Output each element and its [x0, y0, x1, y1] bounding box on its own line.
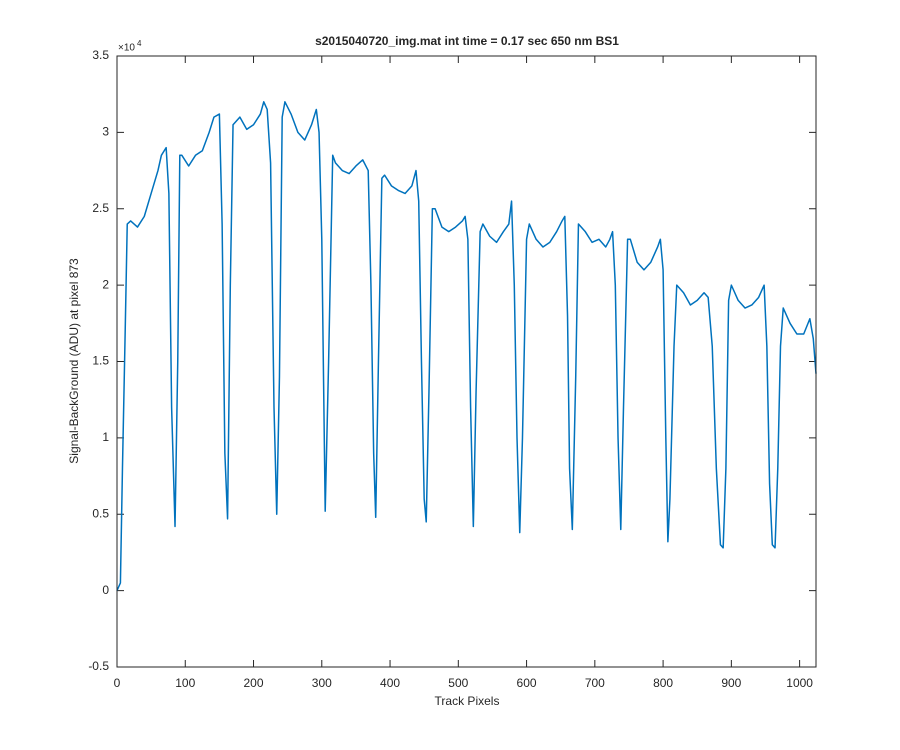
y-multiplier: ×10: [118, 43, 135, 54]
y-tick-label: 2: [102, 277, 109, 291]
y-tick-label: 1.5: [92, 354, 109, 368]
x-tick-label: 0: [114, 676, 121, 690]
x-tick-label: 200: [244, 676, 264, 690]
x-tick-label: 700: [585, 676, 605, 690]
y-tick-label: 2.5: [92, 201, 109, 215]
x-tick-label: 600: [517, 676, 537, 690]
x-tick-label: 500: [448, 676, 468, 690]
x-axis-label: Track Pixels: [435, 694, 500, 708]
data-line: [116, 101, 817, 591]
x-tick-label: 800: [653, 676, 673, 690]
y-tick-label: 3: [102, 125, 109, 139]
chart-title: s2015040720_img.mat int time = 0.17 sec …: [315, 34, 619, 48]
y-tick-label: 1: [102, 430, 109, 444]
plot-frame: [116, 55, 817, 668]
x-tick-label: 900: [721, 676, 741, 690]
x-tick-label: 300: [312, 676, 332, 690]
x-tick-label: 1000: [786, 676, 813, 690]
y-tick-label: 0.5: [92, 506, 109, 520]
y-tick-label: 3.5: [92, 48, 109, 62]
x-tick-label: 400: [380, 676, 400, 690]
y-tick-label: 0: [102, 583, 109, 597]
y-axis-label: Signal-BackGround (ADU) at pixel 873: [67, 258, 81, 464]
y-tick-label: -0.5: [88, 659, 109, 673]
x-tick-label: 100: [175, 676, 195, 690]
y-multiplier-exponent: 4: [137, 39, 142, 48]
